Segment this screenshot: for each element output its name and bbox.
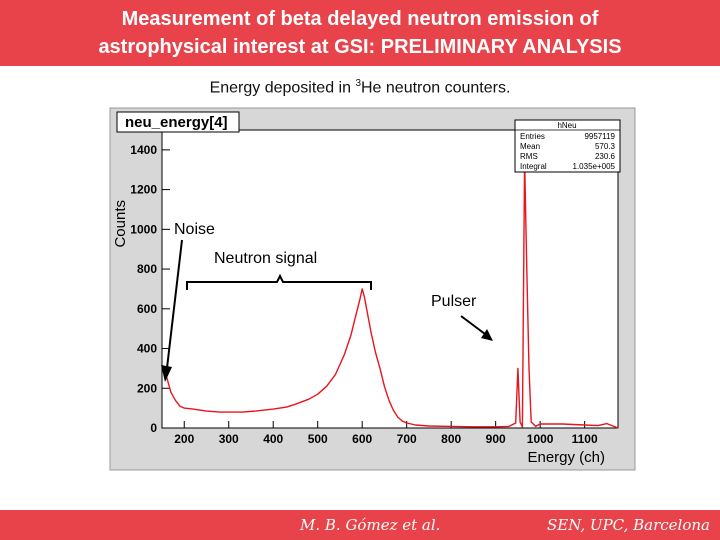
footer-bar: M. B. Gómez et al. SEN, UPC, Barcelona: [0, 510, 720, 540]
x-tick-label: 500: [308, 432, 328, 446]
histogram-chart: neu_energy[4] Counts Energy (ch) 200 300 4…: [109, 107, 636, 471]
x-tick-label: 200: [174, 432, 194, 446]
caption-superscript: 3: [355, 78, 361, 89]
y-tick-label: 400: [137, 342, 157, 356]
y-tick-label: 1400: [130, 143, 157, 157]
neutron-signal-bracket: [186, 273, 372, 290]
y-axis-label: Counts: [112, 200, 129, 248]
stats-label: Mean: [520, 142, 540, 151]
slide-title-line1: Measurement of beta delayed neutron emis…: [121, 8, 599, 30]
x-tick-label: 900: [486, 432, 506, 446]
pulser-arrow: [460, 315, 486, 335]
caption-prefix: Energy deposited in: [209, 79, 356, 97]
histogram-series: [165, 159, 619, 429]
pulser-arrowhead: [481, 329, 493, 341]
stats-box: hNeu Entries 9957119 Mean 570.3 RMS 230.6 Inte…: [514, 119, 621, 173]
noise-label-bg: [172, 218, 220, 238]
x-tick-label: 400: [263, 432, 283, 446]
x-tick-label: 1000: [527, 432, 554, 446]
x-tick-label: 700: [397, 432, 417, 446]
y-tick-label: 800: [137, 262, 157, 276]
stats-name: hNeu: [557, 121, 576, 130]
stats-label: Entries: [520, 132, 545, 141]
plot-area: [161, 129, 619, 429]
x-tick-label: 600: [352, 432, 372, 446]
neutron-label-bg: [212, 247, 332, 267]
footer-affiliation: SEN, UPC, Barcelona: [547, 516, 710, 534]
stats-value: 230.6: [595, 152, 616, 161]
stats-label: Integral: [520, 162, 547, 171]
stats-box-frame: [514, 119, 621, 173]
y-tick-label: 0: [150, 421, 157, 435]
pulser-label-bg: [428, 290, 482, 310]
y-tick-label: 1000: [130, 222, 157, 236]
x-tick-label: 1100: [572, 432, 598, 446]
footer-authors: M. B. Gómez et al.: [300, 516, 441, 534]
stats-value: 570.3: [595, 142, 616, 151]
neutron-signal-label: Neutron signal: [214, 250, 317, 267]
stats-value: 1.035e+005: [573, 162, 616, 171]
x-tick-label: 800: [441, 432, 461, 446]
plot-caption: Energy deposited in 3He neutron counters…: [0, 78, 720, 97]
stats-value: 9957119: [584, 132, 615, 141]
slide-title-line2: astrophysical interest at GSI: PRELIMINA…: [98, 36, 622, 58]
stats-rows: Entries 9957119 Mean 570.3 RMS 230.6 Integral 1…: [520, 132, 616, 171]
stats-label: RMS: [520, 152, 538, 161]
noise-label: Noise: [174, 221, 215, 238]
y-tick-label: 200: [137, 381, 157, 395]
title-banner: Measurement of beta delayed neutron emis…: [0, 0, 720, 66]
axis-ticks: 200 300 400 500 600 700 800 900 1000 1100 0 200 400 6…: [130, 143, 598, 446]
y-tick-label: 1200: [130, 183, 157, 197]
noise-arrow: [166, 239, 183, 369]
histogram-title: neu_energy[4]: [125, 114, 228, 131]
y-tick-label: 600: [137, 302, 157, 316]
x-axis-label: Energy (ch): [527, 449, 605, 466]
noise-arrowhead: [161, 365, 172, 382]
annotations: Noise Neutron signal Pulser: [161, 218, 493, 382]
caption-suffix: He neutron counters.: [361, 79, 511, 97]
histogram-line: [165, 159, 619, 429]
pulser-label: Pulser: [431, 293, 477, 310]
histogram-title-box: [116, 111, 240, 133]
x-tick-label: 300: [219, 432, 239, 446]
